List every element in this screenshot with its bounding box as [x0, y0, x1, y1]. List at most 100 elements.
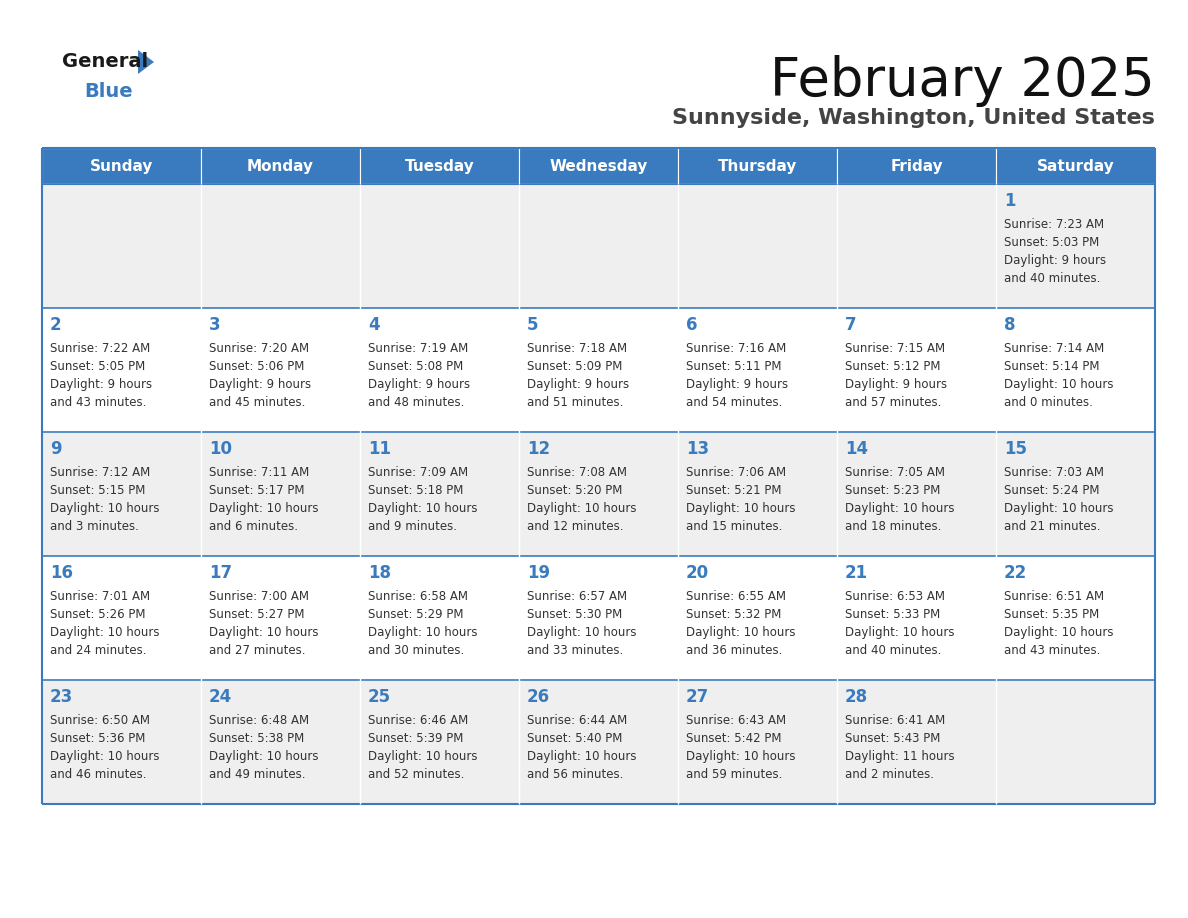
Text: 24: 24	[209, 688, 232, 706]
Bar	[519, 680, 678, 804]
Bar	[519, 556, 678, 680]
Text: 5: 5	[527, 316, 538, 334]
Text: Daylight: 10 hours: Daylight: 10 hours	[527, 750, 637, 763]
Bar	[996, 148, 1155, 184]
Text: Sunset: 5:09 PM: Sunset: 5:09 PM	[527, 360, 623, 373]
Bar	[678, 680, 838, 804]
Text: Daylight: 10 hours: Daylight: 10 hours	[368, 502, 478, 515]
Text: and 56 minutes.: and 56 minutes.	[527, 768, 624, 781]
Text: Sunset: 5:39 PM: Sunset: 5:39 PM	[368, 732, 463, 745]
Text: Daylight: 9 hours: Daylight: 9 hours	[1004, 254, 1106, 267]
Text: Sunset: 5:33 PM: Sunset: 5:33 PM	[845, 608, 940, 621]
Bar	[360, 680, 519, 804]
Bar	[996, 308, 1155, 432]
Text: and 51 minutes.: and 51 minutes.	[527, 396, 624, 409]
Text: Daylight: 9 hours: Daylight: 9 hours	[209, 378, 311, 391]
Text: Daylight: 10 hours: Daylight: 10 hours	[845, 626, 954, 639]
Bar	[996, 556, 1155, 680]
Text: Sunrise: 6:46 AM: Sunrise: 6:46 AM	[368, 714, 468, 727]
Text: Sunrise: 7:01 AM: Sunrise: 7:01 AM	[50, 590, 150, 603]
Bar	[996, 432, 1155, 556]
Text: Sunset: 5:20 PM: Sunset: 5:20 PM	[527, 484, 623, 497]
Text: Sunset: 5:29 PM: Sunset: 5:29 PM	[368, 608, 463, 621]
Text: Sunrise: 6:55 AM: Sunrise: 6:55 AM	[685, 590, 786, 603]
Polygon shape	[138, 50, 154, 74]
Text: Daylight: 10 hours: Daylight: 10 hours	[845, 502, 954, 515]
Text: Sunset: 5:40 PM: Sunset: 5:40 PM	[527, 732, 623, 745]
Text: 13: 13	[685, 440, 709, 458]
Text: Daylight: 10 hours: Daylight: 10 hours	[209, 502, 318, 515]
Text: Daylight: 10 hours: Daylight: 10 hours	[685, 750, 796, 763]
Text: and 2 minutes.: and 2 minutes.	[845, 768, 934, 781]
Text: Daylight: 9 hours: Daylight: 9 hours	[845, 378, 947, 391]
Text: Sunrise: 7:09 AM: Sunrise: 7:09 AM	[368, 466, 468, 479]
Text: and 3 minutes.: and 3 minutes.	[50, 520, 139, 533]
Bar	[42, 148, 201, 184]
Text: February 2025: February 2025	[770, 55, 1155, 107]
Text: Daylight: 10 hours: Daylight: 10 hours	[368, 626, 478, 639]
Text: 7: 7	[845, 316, 857, 334]
Bar	[678, 148, 838, 184]
Text: 9: 9	[50, 440, 62, 458]
Text: Sunset: 5:43 PM: Sunset: 5:43 PM	[845, 732, 941, 745]
Text: Sunrise: 7:22 AM: Sunrise: 7:22 AM	[50, 342, 150, 355]
Text: Sunrise: 6:43 AM: Sunrise: 6:43 AM	[685, 714, 786, 727]
Text: Sunset: 5:35 PM: Sunset: 5:35 PM	[1004, 608, 1099, 621]
Text: Sunset: 5:03 PM: Sunset: 5:03 PM	[1004, 236, 1099, 249]
Text: Daylight: 10 hours: Daylight: 10 hours	[50, 626, 159, 639]
Text: Daylight: 10 hours: Daylight: 10 hours	[685, 502, 796, 515]
Text: Sunrise: 6:57 AM: Sunrise: 6:57 AM	[527, 590, 627, 603]
Text: Daylight: 10 hours: Daylight: 10 hours	[527, 502, 637, 515]
Text: 8: 8	[1004, 316, 1016, 334]
Text: Sunnyside, Washington, United States: Sunnyside, Washington, United States	[672, 108, 1155, 128]
Text: Daylight: 9 hours: Daylight: 9 hours	[527, 378, 630, 391]
Text: Daylight: 10 hours: Daylight: 10 hours	[685, 626, 796, 639]
Text: Sunset: 5:24 PM: Sunset: 5:24 PM	[1004, 484, 1100, 497]
Text: 25: 25	[368, 688, 391, 706]
Text: and 57 minutes.: and 57 minutes.	[845, 396, 941, 409]
Text: and 27 minutes.: and 27 minutes.	[209, 644, 305, 657]
Text: Sunrise: 7:06 AM: Sunrise: 7:06 AM	[685, 466, 786, 479]
Text: Sunset: 5:17 PM: Sunset: 5:17 PM	[209, 484, 304, 497]
Text: Sunset: 5:14 PM: Sunset: 5:14 PM	[1004, 360, 1100, 373]
Text: and 9 minutes.: and 9 minutes.	[368, 520, 457, 533]
Text: 10: 10	[209, 440, 232, 458]
Bar	[360, 556, 519, 680]
Text: Sunrise: 7:19 AM: Sunrise: 7:19 AM	[368, 342, 468, 355]
Text: Sunrise: 6:44 AM: Sunrise: 6:44 AM	[527, 714, 627, 727]
Text: 22: 22	[1004, 564, 1028, 582]
Text: Sunset: 5:11 PM: Sunset: 5:11 PM	[685, 360, 782, 373]
Bar	[678, 556, 838, 680]
Text: Sunrise: 7:16 AM: Sunrise: 7:16 AM	[685, 342, 786, 355]
Text: Sunrise: 7:03 AM: Sunrise: 7:03 AM	[1004, 466, 1104, 479]
Bar	[360, 184, 519, 308]
Text: and 12 minutes.: and 12 minutes.	[527, 520, 624, 533]
Text: Sunset: 5:36 PM: Sunset: 5:36 PM	[50, 732, 145, 745]
Bar	[996, 680, 1155, 804]
Text: 1: 1	[1004, 192, 1016, 210]
Text: Sunset: 5:06 PM: Sunset: 5:06 PM	[209, 360, 304, 373]
Bar	[360, 308, 519, 432]
Text: and 18 minutes.: and 18 minutes.	[845, 520, 941, 533]
Text: 18: 18	[368, 564, 391, 582]
Bar	[678, 432, 838, 556]
Text: Sunrise: 6:50 AM: Sunrise: 6:50 AM	[50, 714, 150, 727]
Text: Sunset: 5:38 PM: Sunset: 5:38 PM	[209, 732, 304, 745]
Text: and 40 minutes.: and 40 minutes.	[845, 644, 941, 657]
Text: Daylight: 10 hours: Daylight: 10 hours	[209, 626, 318, 639]
Bar	[201, 308, 360, 432]
Text: Sunrise: 6:58 AM: Sunrise: 6:58 AM	[368, 590, 468, 603]
Text: Sunset: 5:23 PM: Sunset: 5:23 PM	[845, 484, 941, 497]
Bar	[838, 184, 996, 308]
Text: Sunset: 5:30 PM: Sunset: 5:30 PM	[527, 608, 623, 621]
Text: and 43 minutes.: and 43 minutes.	[1004, 644, 1100, 657]
Bar	[678, 308, 838, 432]
Text: 21: 21	[845, 564, 868, 582]
Text: 19: 19	[527, 564, 550, 582]
Bar	[678, 184, 838, 308]
Text: Sunrise: 7:14 AM: Sunrise: 7:14 AM	[1004, 342, 1105, 355]
Text: 16: 16	[50, 564, 72, 582]
Bar	[201, 680, 360, 804]
Text: Sunset: 5:18 PM: Sunset: 5:18 PM	[368, 484, 463, 497]
Text: and 46 minutes.: and 46 minutes.	[50, 768, 146, 781]
